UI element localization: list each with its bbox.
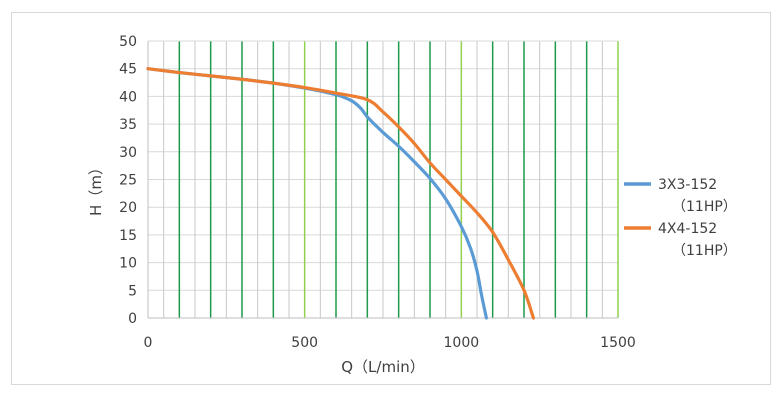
y-tick-label: 30 [119, 145, 137, 161]
y-tick-label: 25 [119, 173, 137, 189]
y-tick-label: 10 [119, 256, 137, 272]
y-tick-label: 50 [119, 34, 137, 50]
plot-border [147, 40, 618, 319]
legend-label-3x3-152: 3X3-152 [658, 177, 717, 193]
legend-label-3x3-152-power: （11HP） [672, 199, 737, 215]
x-tick-label: 0 [144, 335, 153, 351]
legend: 3X3-152 （11HP） 4X4-152 （11HP） [624, 177, 737, 259]
y-tick-label: 45 [119, 62, 137, 78]
y-tick-label: 35 [119, 117, 137, 133]
x-tick-labels: 0 500 1000 1500 [144, 335, 636, 351]
y-tick-labels: 0 5 10 15 20 25 30 35 40 45 50 [119, 34, 137, 327]
legend-label-4x4-152-power: （11HP） [672, 243, 737, 259]
y-tick-label: 40 [119, 89, 137, 105]
x-tick-label: 1000 [444, 335, 480, 351]
y-tick-label: 20 [119, 200, 137, 216]
x-axis-label: Q（L/min） [341, 358, 425, 376]
y-axis-label: H（m） [87, 160, 105, 216]
series-layer [146, 67, 535, 320]
series-line-4x4-152 [146, 67, 535, 320]
y-tick-label: 15 [119, 228, 137, 244]
legend-label-4x4-152: 4X4-152 [658, 221, 717, 237]
y-tick-label: 5 [128, 283, 137, 299]
chart-frame [11, 12, 771, 385]
series-line-3x3-152 [146, 67, 488, 320]
y-tick-label: 0 [128, 311, 137, 327]
x-tick-label: 500 [291, 335, 318, 351]
grid [148, 41, 619, 318]
x-tick-label: 1500 [600, 335, 636, 351]
